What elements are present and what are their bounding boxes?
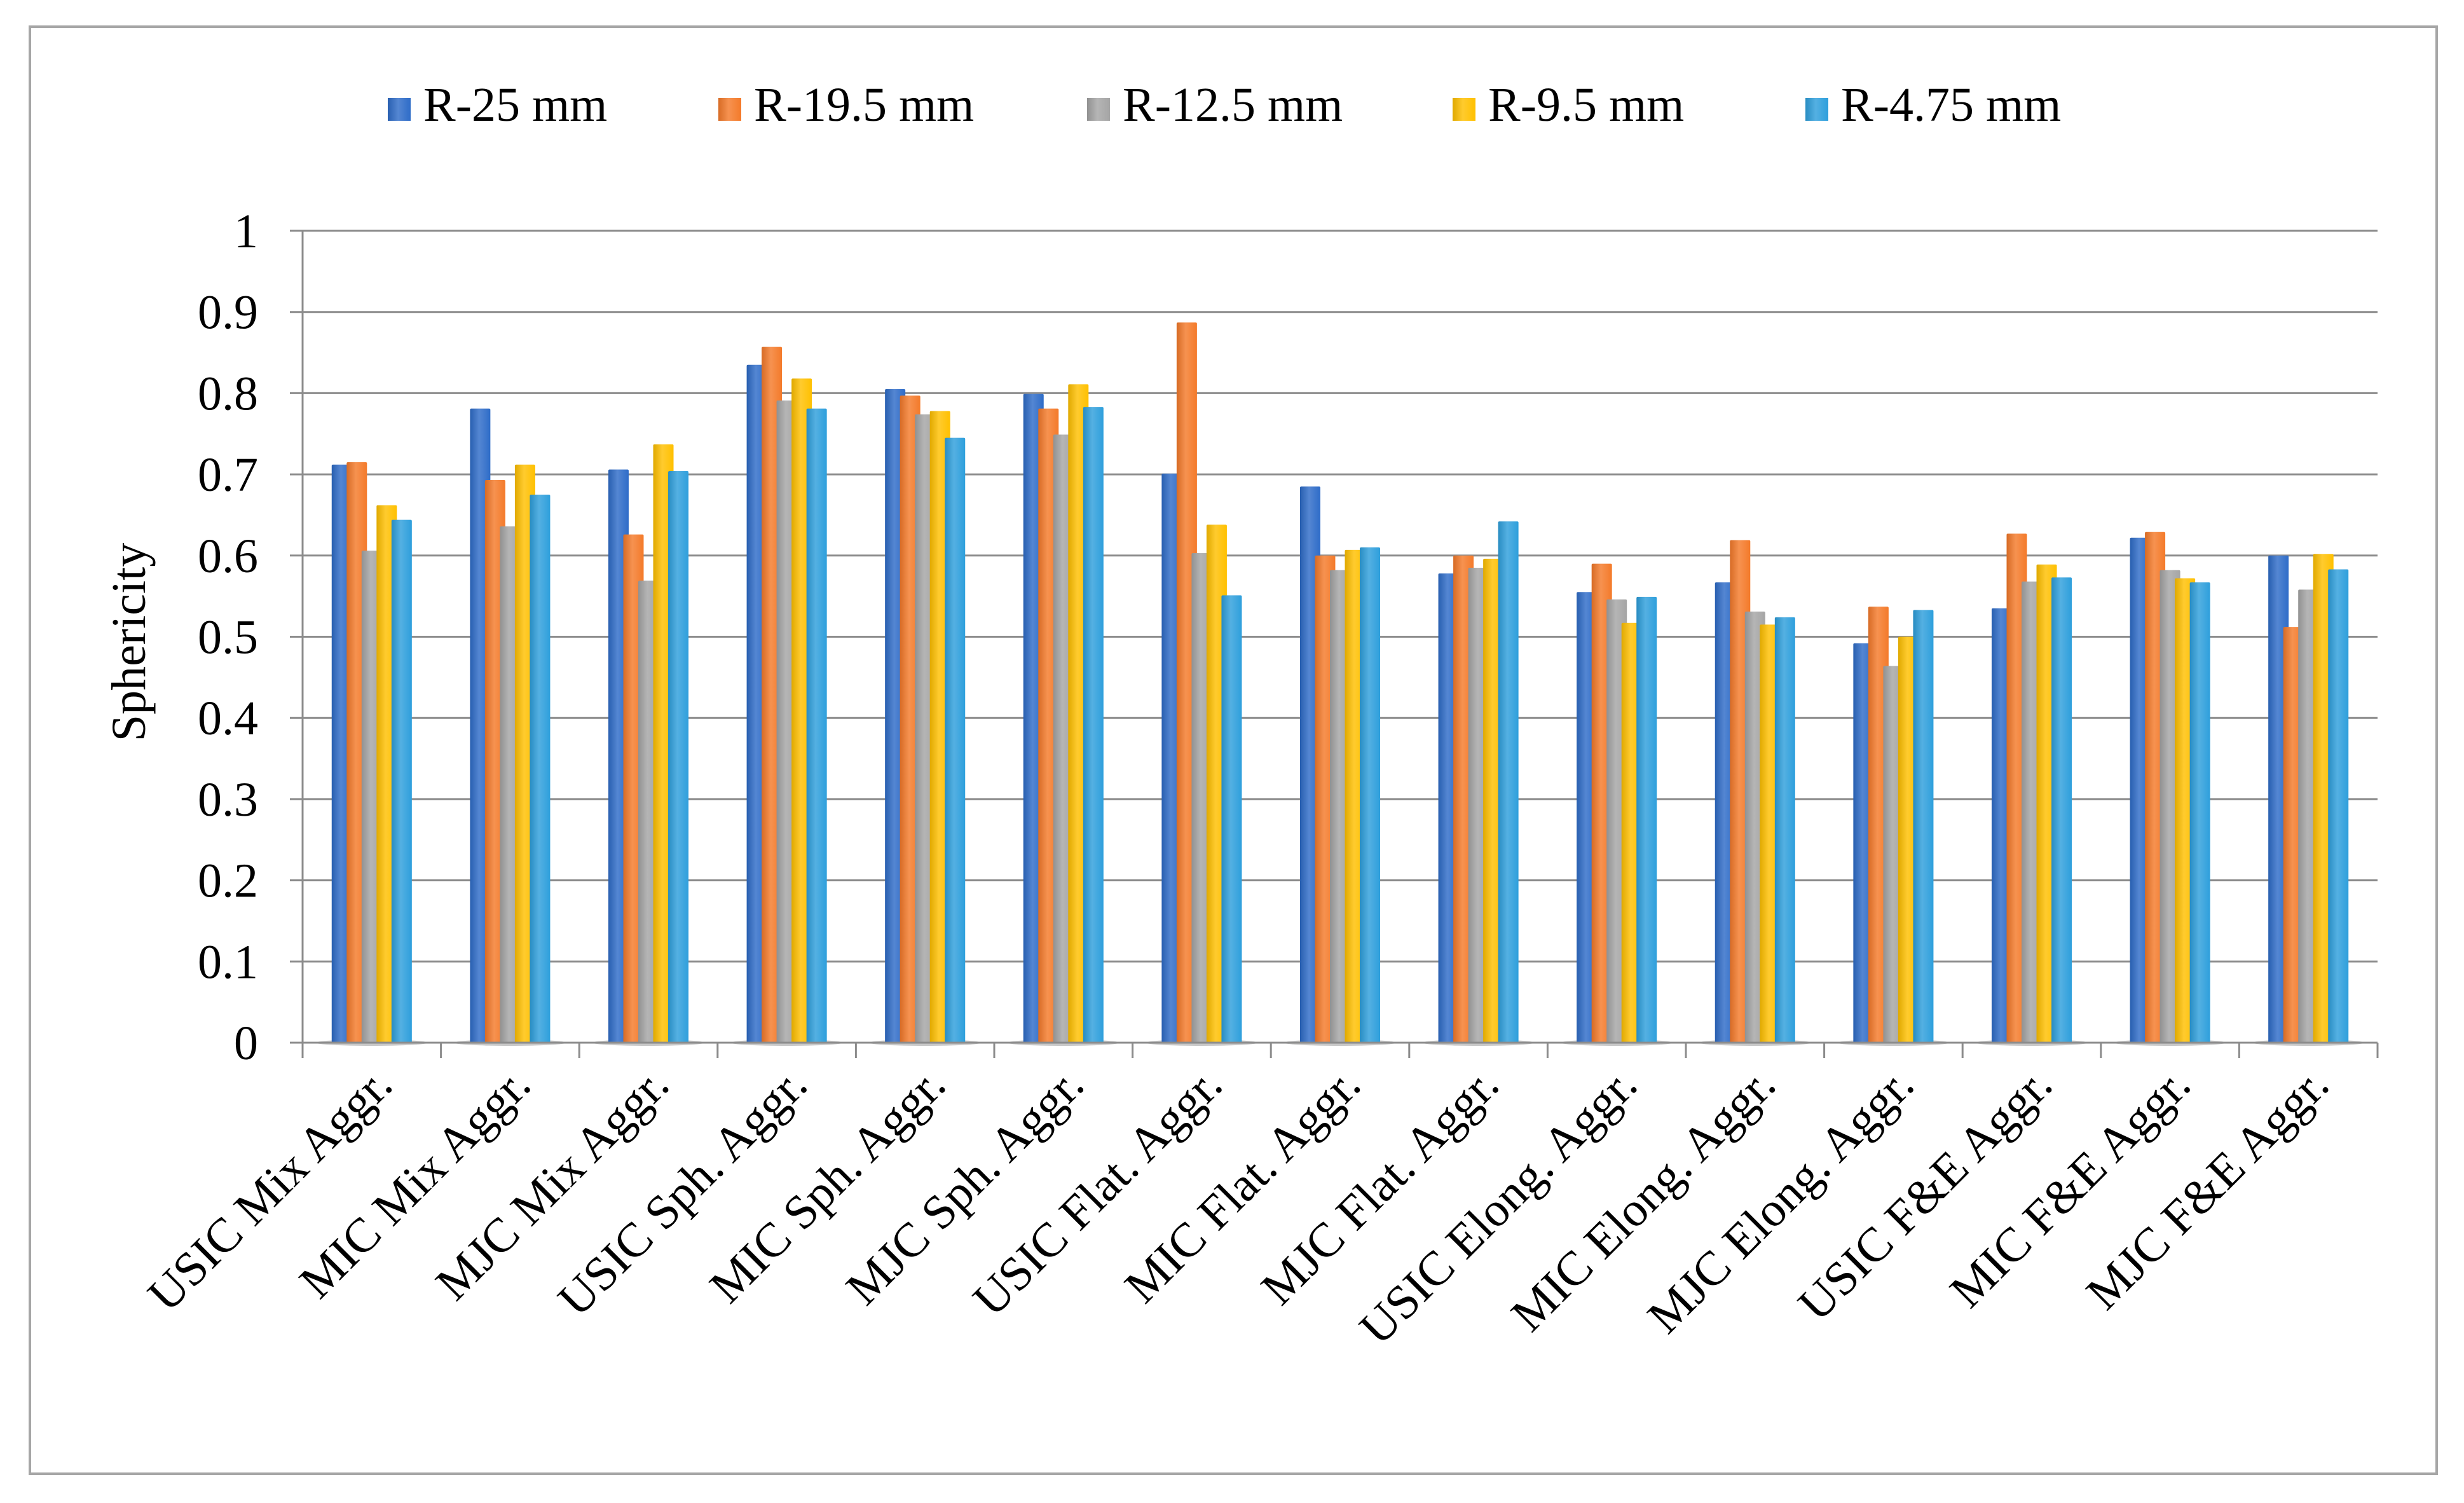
legend-label: R-12.5 mm [1123,78,1343,132]
legend-swatch [1453,98,1475,121]
bar-r-4-75-mm-mjc-mix-aggr [668,470,689,1043]
legend-swatch [718,98,741,121]
category-label: USIC F&E Aggr. [1788,1057,2062,1331]
category-label: USIC Mix Aggr. [138,1057,402,1322]
category-label: MIC F&E Aggr. [1940,1057,2200,1318]
legend: R-25 mm R-19.5 mm R-12.5 mm R-9.5 mm R-4.75 … [388,78,2061,132]
bars [315,322,2365,1046]
bar-r-4-75-mm-usic-fande-aggr [2051,577,2072,1043]
y-tick-labels: 0 0.1 0.2 0.3 0.4 0.5 0.6 0.7 0.8 0.9 1 [198,205,258,1070]
bar-r-4-75-mm-mjc-flat-aggr [1498,521,1519,1043]
legend-label: R-4.75 mm [1841,78,2061,132]
category-label: MIC Sph. Aggr. [699,1057,955,1314]
legend-item-r-25-mm: R-25 mm [388,78,607,132]
y-tick-label: 0.1 [198,935,258,989]
category-label: MIC Flat. Aggr. [1114,1057,1371,1314]
y-tick-label: 0.8 [198,367,258,420]
category-labels: USIC Mix Aggr.MIC Mix Aggr.MJC Mix Aggr.… [138,1057,2339,1355]
bar-r-4-75-mm-mjc-sph-aggr [1083,407,1104,1043]
bar-r-4-75-mm-mic-sph-aggr [945,437,966,1043]
category-label: MJC F&E Aggr. [2076,1057,2339,1320]
y-tick-label: 0.9 [198,286,258,340]
legend-swatch [1087,98,1110,121]
bar-r-4-75-mm-mic-mix-aggr [530,495,551,1043]
y-axis-title: Sphericity [102,543,156,741]
y-tick-label: 0.7 [198,448,258,502]
bar-r-4-75-mm-usic-mix-aggr [391,519,412,1043]
legend-item-r-12-5-mm: R-12.5 mm [1087,78,1343,132]
bar-r-4-75-mm-mic-fande-aggr [2189,582,2210,1043]
category-label: USIC Flat. Aggr. [963,1057,1233,1327]
y-tick-label: 1 [234,205,258,258]
axes [290,230,2379,1058]
y-tick-label: 0.6 [198,530,258,583]
y-tick-label: 0.3 [198,773,258,827]
category-label: MJC Flat. Aggr. [1251,1057,1509,1315]
bar-r-4-75-mm-usic-flat-aggr [1221,595,1242,1043]
legend-swatch [1805,98,1828,121]
legend-swatch [388,98,411,121]
y-tick-label: 0.2 [198,854,258,908]
bar-r-4-75-mm-mjc-fande-aggr [2328,569,2349,1043]
bar-r-4-75-mm-mjc-elong-aggr [1913,610,1934,1043]
category-label: MIC Elong. Aggr. [1501,1057,1786,1342]
legend-item-r-4-75-mm: R-4.75 mm [1805,78,2061,132]
category-label: USIC Sph. Aggr. [548,1057,818,1327]
category-label: MJC Mix Aggr. [426,1057,679,1310]
legend-label: R-25 mm [423,78,607,132]
bar-r-4-75-mm-usic-elong-aggr [1636,596,1657,1043]
legend-item-r-9-5-mm: R-9.5 mm [1453,78,1684,132]
y-tick-label: 0 [234,1017,258,1070]
bar-r-4-75-mm-mic-elong-aggr [1774,617,1795,1043]
bar-r-4-75-mm-usic-sph-aggr [806,408,827,1043]
category-label: MJC Sph. Aggr. [836,1057,1094,1315]
legend-label: R-9.5 mm [1488,78,1684,132]
legend-label: R-19.5 mm [754,78,974,132]
y-tick-label: 0.4 [198,692,258,745]
y-tick-label: 0.5 [198,611,258,664]
bar-r-4-75-mm-mic-flat-aggr [1360,547,1381,1043]
legend-item-r-19-5-mm: R-19.5 mm [718,78,974,132]
